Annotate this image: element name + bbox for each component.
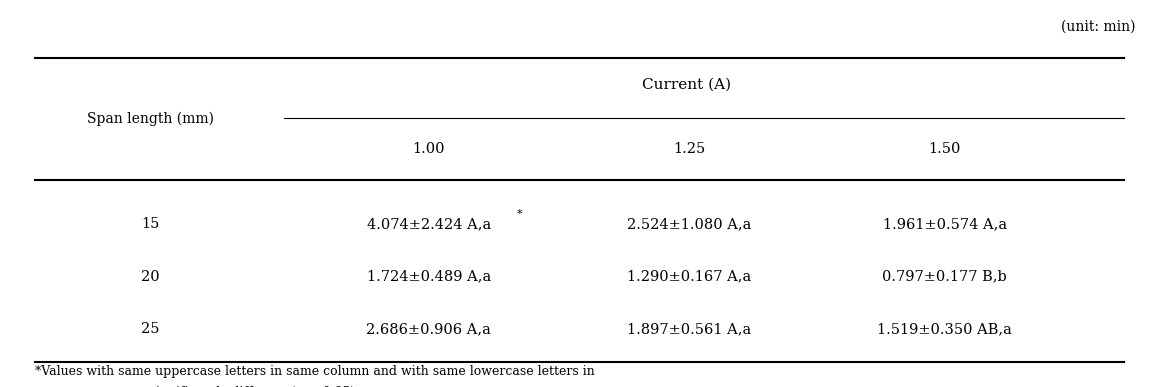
Text: 1.519±0.350 AB,a: 1.519±0.350 AB,a [877,322,1012,336]
Text: 1.724±0.489 A,a: 1.724±0.489 A,a [366,270,491,284]
Text: 1.50: 1.50 [928,142,961,156]
Text: 1.961±0.574 A,a: 1.961±0.574 A,a [882,217,1007,231]
Text: 1.25: 1.25 [673,142,706,156]
Text: 1.00: 1.00 [413,142,445,156]
Text: 1.897±0.561 A,a: 1.897±0.561 A,a [627,322,752,336]
Text: Span length (mm): Span length (mm) [87,112,214,126]
Text: 2.524±1.080 A,a: 2.524±1.080 A,a [627,217,752,231]
Text: same row are not significantly different (α = 0.05).: same row are not significantly different… [35,386,359,387]
Text: *Values with same uppercase letters in same column and with same lowercase lette: *Values with same uppercase letters in s… [35,365,595,378]
Text: 0.797±0.177 B,b: 0.797±0.177 B,b [882,270,1007,284]
Text: 4.074±2.424 A,a: 4.074±2.424 A,a [366,217,491,231]
Text: Current (A): Current (A) [642,77,731,91]
Text: 25: 25 [141,322,160,336]
Text: 1.290±0.167 A,a: 1.290±0.167 A,a [627,270,752,284]
Text: *: * [517,209,523,219]
Text: 2.686±0.906 A,a: 2.686±0.906 A,a [366,322,491,336]
Text: 20: 20 [141,270,160,284]
Text: 15: 15 [141,217,160,231]
Text: (unit: min): (unit: min) [1062,19,1136,33]
